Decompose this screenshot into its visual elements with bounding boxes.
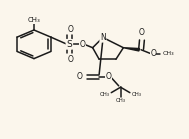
Text: S: S [67,40,72,49]
Text: O: O [67,55,73,64]
Text: CH₃: CH₃ [132,91,142,96]
Text: N: N [100,33,106,42]
Text: O: O [105,73,111,81]
Text: O: O [77,73,82,81]
Text: O: O [79,40,85,49]
Text: CH₃: CH₃ [163,51,174,56]
Text: O: O [67,25,73,34]
Text: CH₃: CH₃ [28,17,40,23]
Text: O: O [150,49,156,58]
Polygon shape [123,48,139,51]
Text: O: O [139,28,145,37]
Text: CH₃: CH₃ [99,91,109,96]
Text: CH₃: CH₃ [115,98,126,103]
